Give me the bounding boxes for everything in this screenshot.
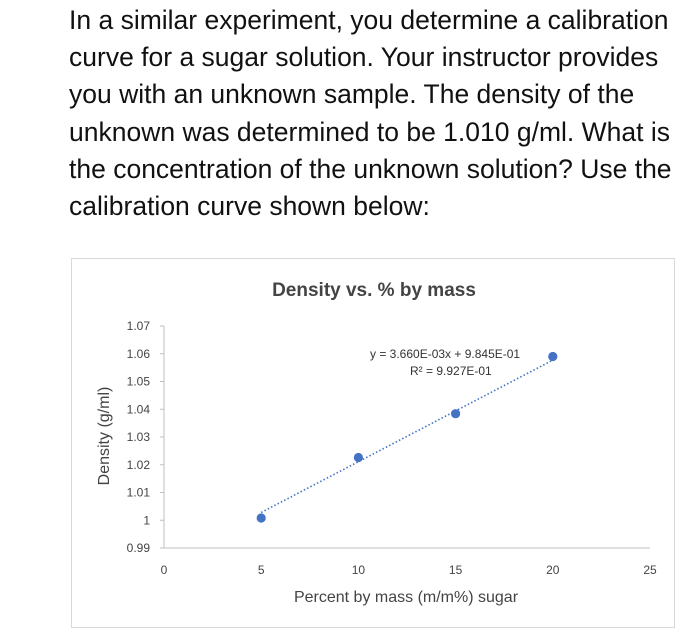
data-point — [353, 452, 363, 463]
chart-title: Density vs. % by mass — [272, 280, 476, 301]
plot-layer: 0.99 1 1.01 1.02 1.03 1.04 1.05 1.06 1.07 0 5 10 15 2… — [127, 319, 657, 577]
y-tick-label: 1.01 — [127, 486, 151, 500]
y-tick-label: 1.03 — [127, 430, 151, 444]
y-tick-label: 1.06 — [127, 347, 151, 361]
x-tick-label: 20 — [546, 563, 560, 577]
trendline — [260, 359, 554, 514]
y-tick-label: 1.05 — [127, 375, 151, 389]
x-axis-label: Percent by mass (m/m%) sugar — [294, 589, 519, 606]
y-tick-label: 1.02 — [127, 458, 151, 472]
question-text: In a similar experiment, you determine a… — [69, 5, 672, 222]
r-squared-label: R² = 9.927E-01 — [410, 364, 492, 378]
x-tick-label: 10 — [352, 563, 366, 577]
trendline-equation: y = 3.660E-03x + 9.845E-01 — [370, 347, 520, 361]
chart-area — [71, 258, 675, 628]
y-tick-label: 1.04 — [127, 402, 151, 416]
x-tick-label: 5 — [258, 563, 265, 577]
x-tick-label: 0 — [161, 563, 168, 577]
data-point — [256, 513, 266, 523]
y-tick-label: 1.07 — [127, 319, 151, 333]
y-tick-label: 0.99 — [127, 541, 151, 555]
y-axis-label: Density (g/ml) — [96, 387, 113, 486]
x-tick-label: 25 — [643, 563, 657, 577]
y-tick-label: 1 — [143, 513, 150, 527]
x-tick-label: 15 — [449, 563, 463, 577]
data-point — [451, 409, 461, 419]
data-point — [548, 351, 558, 362]
